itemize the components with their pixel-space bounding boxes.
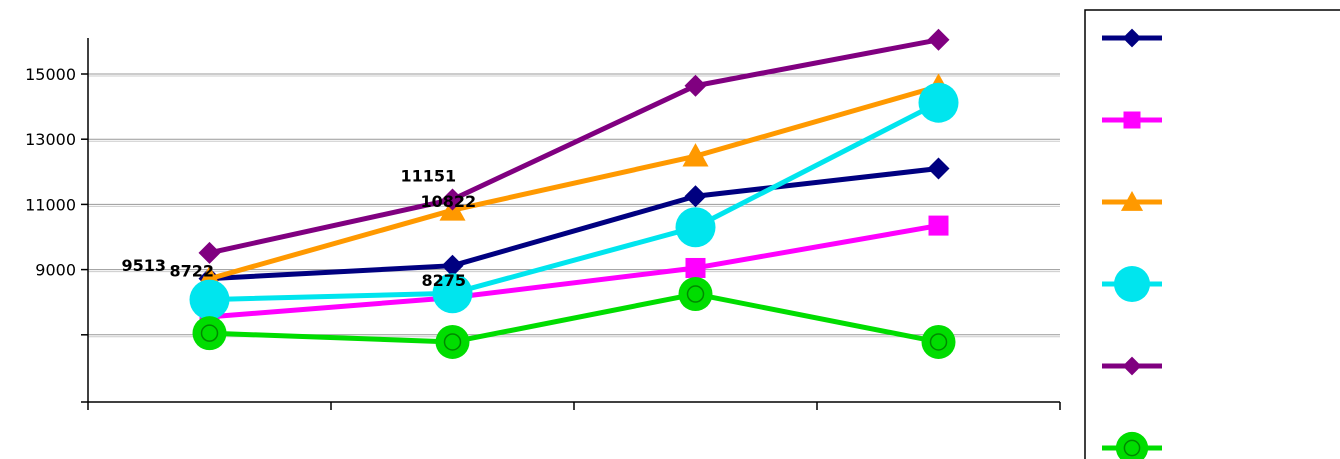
square-marker [1123, 111, 1141, 129]
legend-entry-2 [1102, 111, 1162, 129]
diamond-marker [441, 254, 464, 277]
square-marker [685, 257, 706, 278]
legend-entry-3 [1102, 190, 1162, 211]
data-point [927, 157, 950, 180]
circle-marker [918, 82, 959, 123]
triangle-marker [1120, 190, 1144, 211]
ringed-circle-inner [686, 285, 705, 303]
series-line [209, 166, 939, 282]
legend-entry-5 [1102, 356, 1162, 376]
data-point [192, 316, 227, 351]
circle-marker [675, 207, 716, 248]
series-line [209, 100, 940, 303]
ringed-circle-marker [1115, 431, 1149, 459]
diamond-marker [1122, 28, 1142, 48]
data-point [675, 207, 716, 248]
circle-marker [189, 279, 230, 320]
ringed-circle-marker [921, 324, 956, 359]
data-point [441, 254, 464, 277]
data-point [1123, 111, 1141, 129]
data-point [682, 143, 709, 167]
series-5 [198, 28, 950, 264]
data-point [189, 279, 230, 320]
data-point [1122, 28, 1142, 48]
data-point [1120, 190, 1144, 211]
data-point [198, 241, 221, 264]
series-4 [189, 82, 959, 320]
y-tick-label: 13000 [25, 130, 76, 149]
square-marker [928, 215, 949, 236]
data-label: 10822 [421, 192, 477, 211]
legend-entry-6 [1102, 431, 1162, 459]
diamond-marker [198, 241, 221, 264]
ringed-circle-marker [435, 324, 470, 359]
series-6 [192, 277, 956, 359]
legend-entry-1 [1102, 28, 1162, 48]
data-point [441, 188, 464, 211]
ringed-circle-inner [443, 333, 462, 351]
data-labels: 9513 8722 11151 10822 8275 [122, 166, 477, 290]
diamond-marker [927, 157, 950, 180]
data-point [684, 74, 707, 97]
ringed-circle-inner [200, 324, 219, 342]
y-tick-label: 9000 [35, 261, 76, 280]
triangle-marker [682, 143, 709, 167]
diamond-marker [441, 188, 464, 211]
diamond-marker [1122, 356, 1142, 376]
data-point [684, 185, 707, 208]
legend [1084, 9, 1340, 459]
series-line [209, 291, 939, 345]
series-line [208, 37, 939, 256]
diamond-marker [684, 185, 707, 208]
legend-entry-4 [1102, 266, 1162, 302]
series-line [208, 83, 940, 282]
diamond-marker [927, 28, 950, 51]
y-tick-label: 11000 [25, 195, 76, 214]
legend-frame [1084, 9, 1340, 459]
data-point [435, 324, 470, 359]
data-point [1115, 431, 1149, 459]
data-label: 11151 [401, 166, 457, 185]
data-label: 8722 [170, 262, 215, 281]
y-tick-label: 15000 [25, 65, 76, 84]
ringed-circle-marker [678, 277, 713, 312]
ringed-circle-inner [1123, 439, 1141, 457]
circle-marker [432, 273, 473, 314]
data-point [1114, 266, 1150, 302]
ringed-circle-inner [929, 333, 948, 351]
series-line [209, 223, 939, 320]
axes: 9000 11000 13000 15000 [25, 38, 1061, 410]
circle-marker [1114, 266, 1150, 302]
data-point [432, 273, 473, 314]
series-group [189, 28, 959, 359]
ringed-circle-marker [192, 316, 227, 351]
data-point [685, 257, 706, 278]
data-point [918, 82, 959, 123]
data-point [928, 215, 949, 236]
data-point [921, 324, 956, 359]
data-point [927, 28, 950, 51]
data-point [1122, 356, 1142, 376]
data-label: 8275 [422, 271, 467, 290]
data-point [678, 277, 713, 312]
data-label: 9513 [122, 256, 167, 275]
diamond-marker [684, 74, 707, 97]
